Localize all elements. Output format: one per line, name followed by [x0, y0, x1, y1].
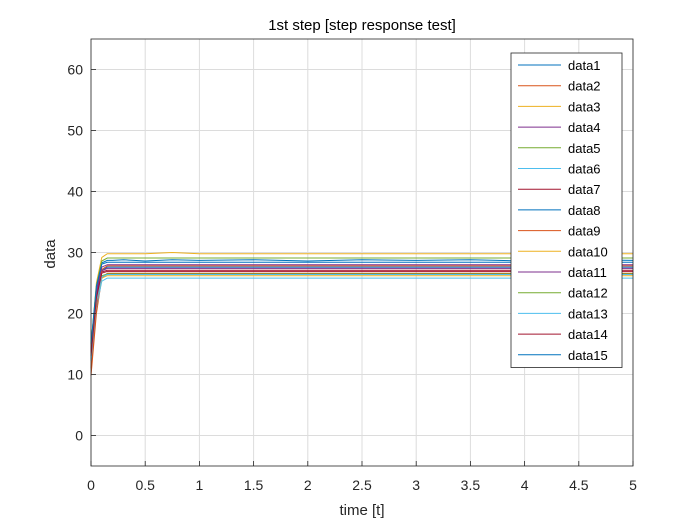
x-tick-label: 3.5 [461, 477, 481, 493]
legend-label-data9: data9 [568, 224, 601, 239]
series-line-data6 [90, 277, 633, 351]
legend: data1 data2 data3 data4 data5 data6 data7 data8… [510, 52, 623, 368]
chart-title: 1st step [step response test] [268, 17, 456, 34]
series-line-data7 [90, 269, 633, 352]
y-tick-label: 60 [67, 62, 83, 78]
y-tick-label: 30 [67, 245, 83, 261]
x-axis-label: time [t] [339, 502, 384, 519]
x-tick-label: 1.5 [244, 477, 264, 493]
series-line-data3 [90, 251, 633, 348]
series-line-data11 [90, 264, 633, 353]
x-axis: 0 0.5 1 1.5 2 2.5 3 3.5 4 4.5 5 [87, 461, 637, 493]
legend-label-data3: data3 [568, 99, 601, 114]
x-tick-label: 2.5 [352, 477, 372, 493]
y-tick-label: 50 [67, 123, 83, 139]
x-tick-label: 0.5 [135, 477, 155, 493]
x-tick-label: 3 [412, 477, 420, 493]
legend-label-data7: data7 [568, 182, 601, 197]
legend-label-data14: data14 [568, 327, 608, 342]
x-tick-label: 4 [521, 477, 529, 493]
legend-label-data6: data6 [568, 162, 601, 177]
series-line-data1 [90, 266, 633, 360]
y-tick-label: 10 [67, 367, 83, 383]
legend-label-data11: data11 [568, 265, 607, 280]
x-tick-label: 1 [196, 477, 204, 493]
series-line-data12 [90, 257, 633, 346]
legend-label-data10: data10 [568, 244, 608, 259]
series-line-data10 [90, 275, 633, 356]
legend-label-data1: data1 [568, 58, 601, 73]
legend-label-data5: data5 [568, 141, 601, 156]
y-tick-label: 0 [75, 428, 83, 444]
x-tick-label: 2 [304, 477, 312, 493]
legend-label-data2: data2 [568, 79, 601, 94]
series-line-data8 [90, 259, 634, 349]
x-tick-label: 4.5 [569, 477, 589, 493]
legend-label-data15: data15 [568, 348, 608, 363]
series-line-data13 [90, 274, 633, 362]
y-axis: 0 10 20 30 40 50 60 [67, 62, 96, 444]
y-axis-label: data [42, 239, 59, 269]
y-tick-label: 20 [67, 306, 83, 322]
legend-label-data8: data8 [568, 203, 601, 218]
series-line-data15 [90, 261, 633, 345]
series-line-data14 [90, 270, 633, 357]
legend-label-data13: data13 [568, 306, 608, 321]
series-line-data9 [90, 265, 633, 369]
series-line-data5 [90, 273, 633, 357]
legend-label-data4: data4 [568, 120, 601, 135]
legend-label-data12: data12 [568, 286, 608, 301]
x-tick-label: 5 [629, 477, 637, 493]
series-lines [90, 251, 634, 376]
y-tick-label: 40 [67, 184, 83, 200]
x-tick-label: 0 [87, 477, 95, 493]
series-line-data4 [90, 267, 633, 354]
